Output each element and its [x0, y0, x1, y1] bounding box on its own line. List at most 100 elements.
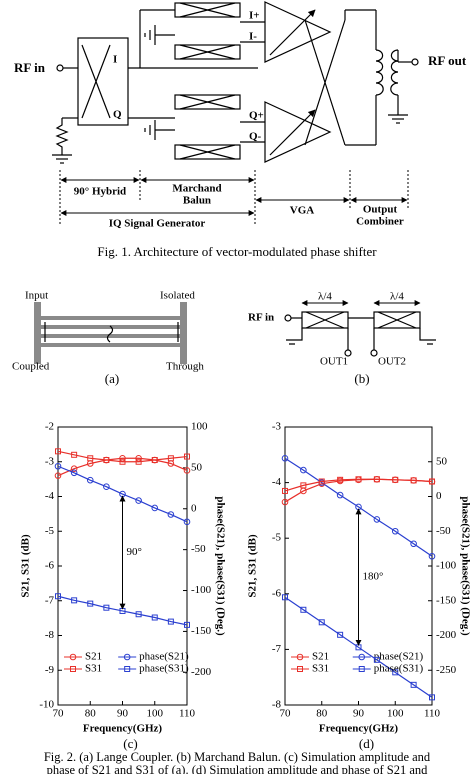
legend-marker [123, 653, 131, 661]
series-line [57, 457, 188, 477]
marker [318, 619, 325, 626]
marker [70, 469, 78, 477]
y2-tick-label: 0 [191, 502, 197, 514]
y2-tick-label: -150 [436, 594, 457, 606]
marker [373, 516, 381, 523]
marker [55, 448, 61, 455]
y-tick-label: -4 [45, 490, 55, 502]
marker [318, 478, 325, 485]
marker [336, 491, 344, 499]
marker [54, 462, 62, 470]
x-tick-label: 100 [147, 708, 164, 720]
legend-marker [124, 666, 131, 672]
label: (a) [105, 371, 119, 386]
label: IQ Signal Generator [109, 218, 206, 230]
marker [55, 593, 61, 600]
legend-marker [358, 666, 365, 672]
legend-marker [297, 666, 303, 672]
legend-label: phase(S21) [139, 651, 189, 663]
y2-tick-label: -200 [191, 666, 212, 678]
marker [151, 504, 159, 512]
marker [54, 472, 62, 479]
y-tick-label: -5 [45, 525, 55, 537]
label: Combiner [356, 216, 404, 228]
label: Input [25, 290, 48, 302]
label: RF out [428, 53, 467, 68]
caption: Fig. 2. (a) Lange Coupler. (b) Marchand … [44, 750, 431, 764]
fig1-diagram [52, 1, 419, 225]
y-tick-label: -5 [272, 532, 282, 544]
annotation: 90° [127, 546, 142, 558]
y2-tick-label: 50 [191, 461, 203, 473]
label: Output [363, 204, 398, 216]
y-tick-label: -4 [272, 476, 282, 488]
marker [300, 606, 307, 613]
marker [391, 527, 399, 535]
annotation: 180° [363, 571, 384, 583]
series-line [284, 457, 433, 557]
label: Marchand [172, 183, 221, 195]
y-tick-label: -7 [272, 643, 282, 655]
marker [373, 476, 380, 483]
label: RF in [14, 60, 46, 75]
y2-tick-label: -50 [436, 525, 451, 537]
marker [151, 457, 158, 464]
label: 90° Hybrid [74, 186, 126, 198]
marker [184, 453, 190, 460]
label: I+ [249, 10, 260, 22]
y2-tick-label: -50 [191, 543, 206, 555]
marker [281, 498, 289, 506]
label: (b) [354, 371, 369, 386]
x-tick-label: 90 [117, 708, 129, 720]
marker [167, 618, 174, 625]
y2-tick-label: -150 [191, 625, 212, 637]
series-line [284, 596, 433, 698]
y2-tick-label: 100 [191, 421, 208, 433]
marker [119, 454, 126, 462]
caption: phase of S21 and S31 of (a). (d) Simulat… [47, 763, 429, 774]
legend-label: S31 [85, 663, 102, 675]
x-tick-label: 110 [424, 708, 441, 720]
marker [151, 614, 158, 621]
y2-axis-label: phase(S21), phase(S31) (Deg.) [459, 496, 471, 636]
label: RF in [248, 312, 274, 324]
label: λ/4 [318, 291, 332, 303]
marker [282, 594, 288, 601]
marker [135, 611, 142, 618]
label: Balun [183, 195, 211, 207]
x-tick-label: 70 [53, 708, 65, 720]
marker [71, 451, 78, 458]
legend-label: phase(S31) [374, 663, 424, 675]
legend-label: phase(S31) [139, 663, 189, 675]
y-tick-label: -8 [45, 629, 55, 641]
y-tick-label: -6 [272, 587, 282, 599]
series-line [284, 478, 433, 492]
marker [135, 458, 142, 465]
y-tick-label: -10 [39, 699, 54, 711]
y2-axis-label: phase(S21), phase(S31) (Deg.) [214, 496, 226, 636]
marker [87, 600, 94, 607]
x-tick-label: 110 [179, 708, 196, 720]
marker [71, 597, 78, 604]
y-axis-label: S21, S31 (dB) [247, 534, 259, 598]
label: Coupled [12, 361, 50, 373]
marker [281, 454, 289, 462]
y-tick-label: -6 [45, 560, 55, 572]
marker [429, 478, 435, 485]
series-line [57, 595, 188, 626]
legend-marker [70, 666, 76, 672]
marker [410, 681, 417, 688]
panel-label: (c) [123, 736, 137, 751]
marker [355, 476, 362, 483]
lange-coupler [34, 302, 187, 364]
x-tick-label: 80 [85, 708, 97, 720]
marker [184, 621, 190, 628]
y-tick-label: -8 [272, 699, 282, 711]
marker [103, 483, 110, 490]
marker [183, 467, 191, 474]
marker [410, 540, 417, 548]
marker [135, 454, 142, 462]
y2-tick-label: -200 [436, 629, 457, 641]
series-line [57, 450, 188, 463]
